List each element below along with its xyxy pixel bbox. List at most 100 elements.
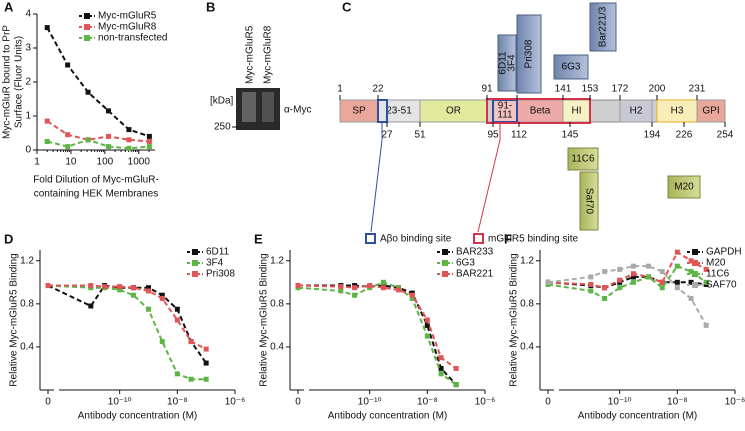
- data-point: [703, 279, 709, 285]
- data-point: [85, 89, 91, 95]
- data-point: [424, 317, 430, 323]
- panel-label: D: [4, 231, 13, 246]
- y-tick-label: 1.2: [270, 255, 284, 266]
- data-point: [602, 269, 608, 275]
- x-tick-label: 10⁻⁸: [417, 397, 438, 408]
- series-line: [46, 138, 150, 150]
- data-point: [126, 137, 132, 143]
- antibody-label: 3F4: [507, 54, 518, 72]
- data-point: [85, 137, 91, 143]
- residue-number: 112: [511, 130, 527, 141]
- y-tick-label: 1: [25, 111, 31, 122]
- legend-label: Myc-mGluR5: [98, 11, 157, 22]
- mglur5-site: [486, 98, 591, 124]
- x-axis-label: Antibody concentration (M): [328, 411, 448, 422]
- y-tick-label: 3: [25, 43, 31, 54]
- data-point: [617, 277, 623, 283]
- y-tick-label: 4: [25, 9, 31, 20]
- residue-number: 51: [414, 130, 426, 141]
- data-point: [646, 274, 651, 280]
- data-point: [126, 127, 132, 133]
- domain-label: GPI: [702, 106, 719, 117]
- y-tick-label: 2: [25, 77, 31, 88]
- residue-number: 91: [481, 84, 493, 95]
- data-point: [630, 263, 636, 269]
- data-point: [630, 279, 636, 285]
- data-point: [146, 285, 151, 291]
- series-line: [48, 284, 207, 350]
- data-point: [203, 360, 209, 366]
- legend-swatch: [365, 233, 376, 244]
- x-tick-label: 10: [65, 157, 77, 168]
- domain: [696, 99, 726, 123]
- data-point: [174, 371, 180, 377]
- panel-label: E: [254, 231, 263, 246]
- series-line: [547, 264, 707, 300]
- domain-label: H3: [671, 106, 684, 117]
- data-point: [295, 283, 301, 289]
- lane-label: Myc-mGluR8: [263, 25, 274, 84]
- connector: [477, 122, 501, 233]
- legend-label: 11C6: [706, 269, 730, 280]
- residue-number: 254: [717, 130, 734, 141]
- data-point: [424, 333, 430, 339]
- data-point: [438, 371, 444, 377]
- panel-label: B: [206, 0, 215, 14]
- legend-label: SAF70: [706, 280, 737, 291]
- legend-label: M20: [706, 258, 726, 269]
- series-line: [46, 120, 150, 143]
- residue-number: 153: [582, 84, 599, 95]
- data-point: [602, 295, 608, 301]
- data-point: [409, 292, 415, 298]
- antibody-box: [579, 171, 599, 231]
- y-tick-label: 0.8: [20, 298, 34, 309]
- antibody-label: Saf70: [583, 188, 594, 215]
- antibody-box: [497, 34, 517, 92]
- antibody-label: 6D11: [498, 51, 509, 75]
- x-axis-label: Fold Dilution of Myc-mGluR-: [33, 175, 159, 186]
- panel-label: F: [504, 231, 512, 246]
- y-tick-label: 0.8: [270, 298, 284, 309]
- connector: [370, 122, 383, 233]
- x-tick-label: 1: [34, 157, 40, 168]
- data-point: [588, 274, 594, 280]
- x-tick-label: 10⁻⁶: [475, 397, 496, 408]
- x-tick-label: 10⁻⁸: [667, 397, 688, 408]
- antibody-box: [567, 147, 599, 171]
- residue-number: 95: [487, 130, 499, 141]
- legend-label: BAR233: [456, 247, 494, 258]
- data-point: [159, 339, 165, 345]
- domain-label: SP: [352, 106, 366, 117]
- data-point: [338, 288, 344, 294]
- data-point: [453, 365, 459, 371]
- series-line: [547, 250, 707, 289]
- panel-label: A: [4, 0, 14, 14]
- data-point: [688, 258, 694, 264]
- series-line: [47, 284, 207, 381]
- x-tick-label: 0: [295, 397, 301, 408]
- domain-label: OR: [446, 106, 461, 117]
- antibody-box: [553, 54, 589, 80]
- blot-band: [242, 92, 256, 122]
- antibody-label: Bar221/3: [598, 6, 609, 47]
- residue-number: 200: [649, 84, 666, 95]
- antibody-label: Pri308: [524, 39, 535, 68]
- data-point: [188, 376, 194, 382]
- data-point: [674, 279, 680, 285]
- residue-number: 226: [676, 130, 693, 141]
- data-point: [88, 283, 94, 289]
- domain-label: H2: [630, 106, 643, 117]
- blot-band: [262, 92, 274, 122]
- data-point: [588, 288, 594, 294]
- data-point: [396, 287, 401, 293]
- data-point: [617, 266, 623, 272]
- data-point: [688, 279, 694, 285]
- y-axis-label: Myc-mGluR bound to PrP: [2, 25, 13, 139]
- y-tick-label: 0.4: [20, 342, 34, 353]
- antibody-label: M20: [674, 182, 694, 193]
- data-point: [674, 249, 680, 255]
- residue-number: 194: [644, 130, 661, 141]
- marker-label: 250: [214, 122, 231, 133]
- data-point: [174, 306, 180, 312]
- panel-label: C: [342, 0, 352, 14]
